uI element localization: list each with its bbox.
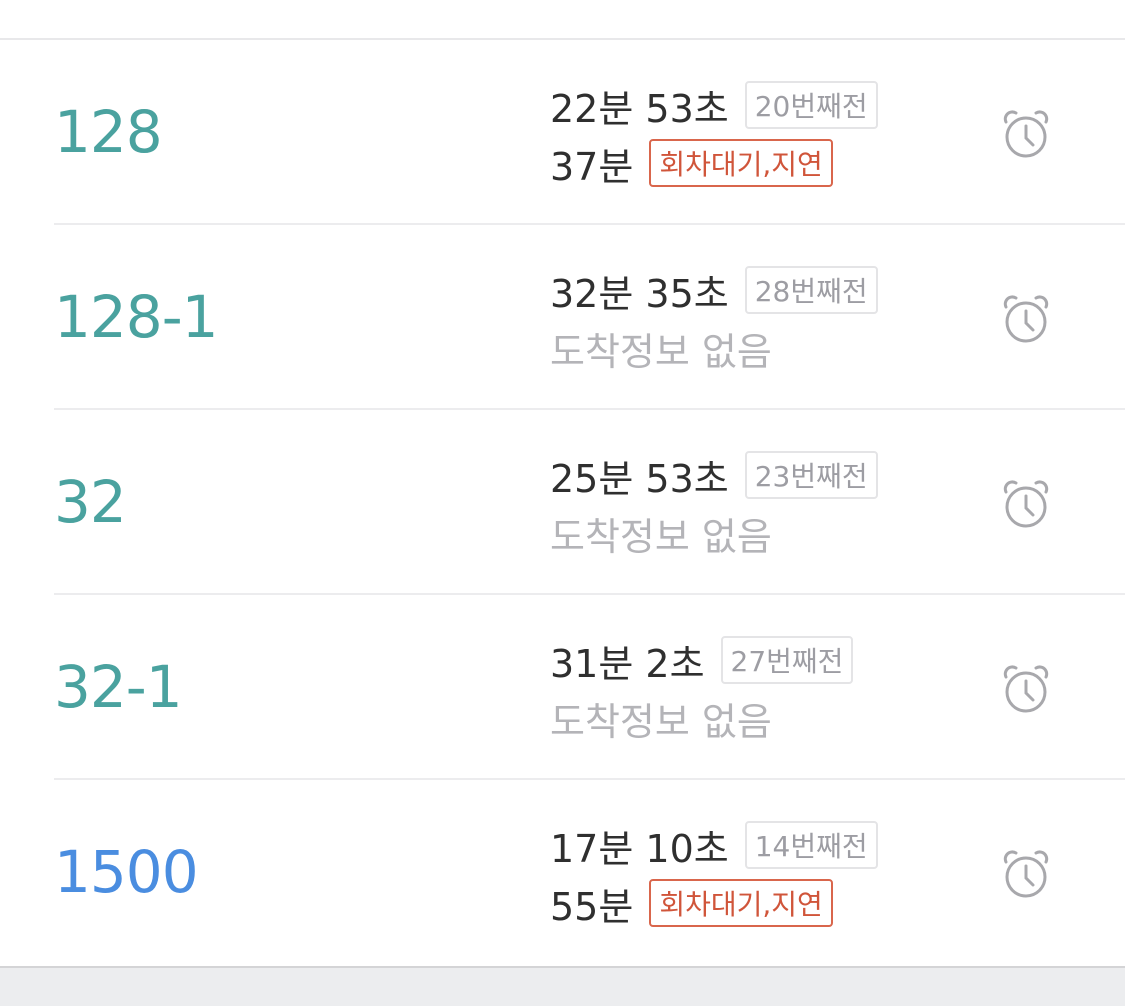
alarm-clock-icon[interactable] (1000, 478, 1052, 530)
first-arrival-line: 22분 53초 20번째전 (550, 76, 878, 134)
stops-away-badge: 20번째전 (744, 81, 878, 129)
stops-away-badge: 23번째전 (744, 451, 878, 499)
second-arrival: 도착정보 없음 (550, 514, 772, 559)
first-arrival: 32분 35초 (550, 271, 729, 316)
status-badge: 회차대기,지연 (649, 879, 833, 927)
route-number[interactable]: 128-1 (54, 283, 219, 351)
route-number[interactable]: 32 (54, 468, 127, 536)
alarm-clock-icon[interactable] (1000, 848, 1052, 900)
bus-route-row[interactable]: 32-1 31분 2초 27번째전 도착정보 없음 (0, 595, 1125, 780)
second-arrival: 37분 (550, 144, 634, 189)
route-number[interactable]: 128 (54, 98, 163, 166)
stops-away-badge: 27번째전 (720, 636, 854, 684)
arrival-info: 17분 10초 14번째전 55분 회차대기,지연 (550, 816, 878, 932)
bus-arrival-list: 128 22분 53초 20번째전 37분 회차대기,지연 128-1 32분 3… (0, 40, 1125, 965)
first-arrival-line: 32분 35초 28번째전 (550, 261, 878, 319)
stops-away-badge: 14번째전 (744, 821, 878, 869)
bottom-bar (0, 966, 1125, 1006)
second-arrival: 55분 (550, 884, 634, 929)
first-arrival-line: 31분 2초 27번째전 (550, 631, 854, 689)
row-divider (54, 408, 1125, 410)
row-divider (54, 778, 1125, 780)
second-arrival-line: 도착정보 없음 (550, 504, 878, 562)
second-arrival: 도착정보 없음 (550, 329, 772, 374)
row-divider (54, 593, 1125, 595)
first-arrival: 25분 53초 (550, 456, 729, 501)
alarm-clock-icon[interactable] (1000, 663, 1052, 715)
bus-route-row[interactable]: 32 25분 53초 23번째전 도착정보 없음 (0, 410, 1125, 595)
arrival-info: 25분 53초 23번째전 도착정보 없음 (550, 446, 878, 562)
first-arrival: 22분 53초 (550, 86, 729, 131)
second-arrival-line: 도착정보 없음 (550, 689, 853, 747)
second-arrival-line: 55분 회차대기,지연 (550, 874, 878, 932)
first-arrival: 31분 2초 (550, 641, 705, 686)
second-arrival-line: 37분 회차대기,지연 (550, 134, 878, 192)
bus-route-row[interactable]: 128-1 32분 35초 28번째전 도착정보 없음 (0, 225, 1125, 410)
second-arrival: 도착정보 없음 (550, 699, 772, 744)
first-arrival-line: 25분 53초 23번째전 (550, 446, 878, 504)
route-number[interactable]: 32-1 (54, 653, 183, 721)
alarm-clock-icon[interactable] (1000, 293, 1052, 345)
row-divider (54, 223, 1125, 225)
second-arrival-line: 도착정보 없음 (550, 319, 878, 377)
route-number[interactable]: 1500 (54, 838, 199, 906)
stops-away-badge: 28번째전 (744, 266, 878, 314)
arrival-info: 22분 53초 20번째전 37분 회차대기,지연 (550, 76, 878, 192)
status-badge: 회차대기,지연 (649, 139, 833, 187)
bus-route-row[interactable]: 128 22분 53초 20번째전 37분 회차대기,지연 (0, 40, 1125, 225)
first-arrival: 17분 10초 (550, 826, 729, 871)
top-divider (0, 38, 1125, 40)
alarm-clock-icon[interactable] (1000, 108, 1052, 160)
bus-route-row[interactable]: 1500 17분 10초 14번째전 55분 회차대기,지연 (0, 780, 1125, 965)
arrival-info: 32분 35초 28번째전 도착정보 없음 (550, 261, 878, 377)
arrival-info: 31분 2초 27번째전 도착정보 없음 (550, 631, 854, 747)
first-arrival-line: 17분 10초 14번째전 (550, 816, 878, 874)
